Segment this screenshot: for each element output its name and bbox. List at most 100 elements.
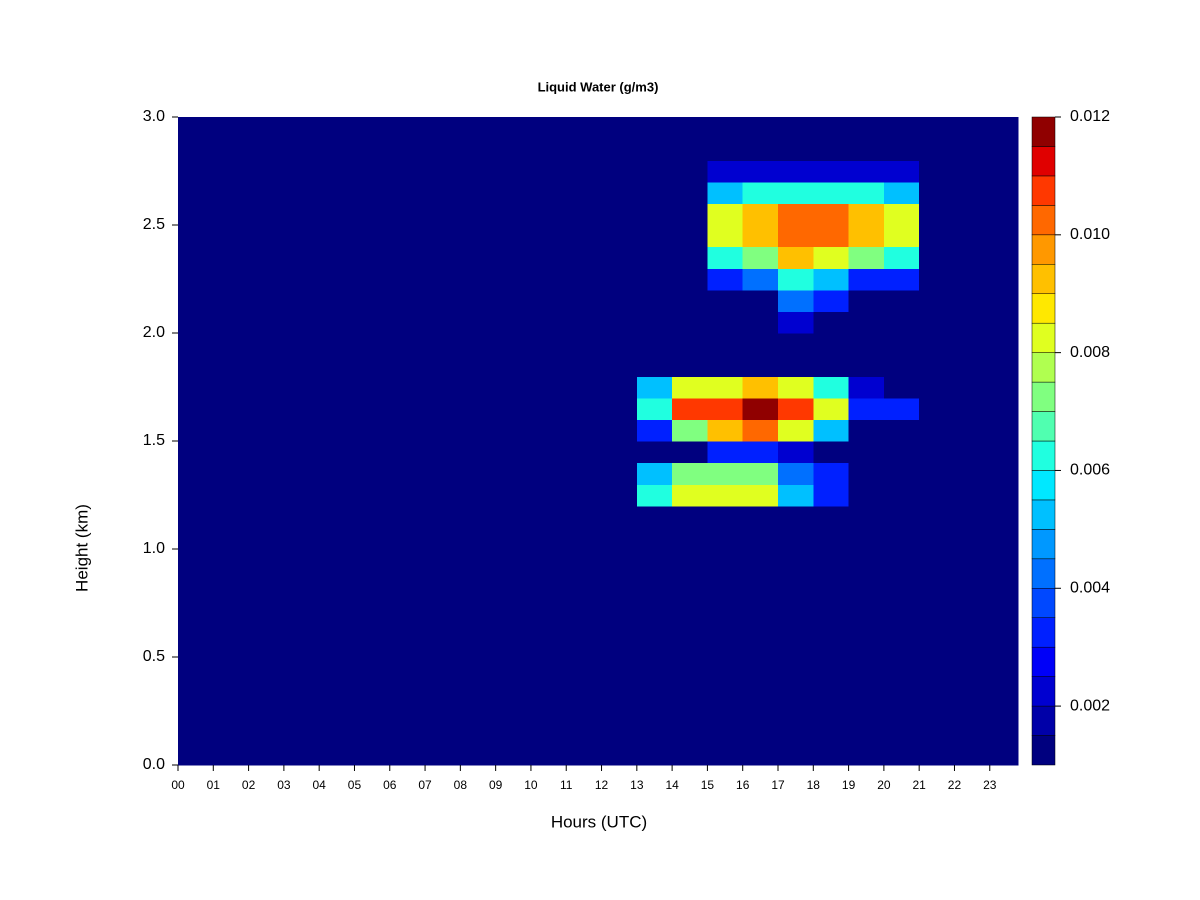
heatmap-cell [178, 441, 214, 464]
heatmap-cell [425, 225, 461, 248]
heatmap-cell [601, 678, 638, 701]
heatmap-cell [919, 117, 956, 140]
heatmap-cell [883, 549, 920, 572]
heatmap-cell [460, 721, 497, 744]
heatmap-cell [778, 592, 814, 615]
heatmap-cell [425, 419, 461, 442]
colorbar-tick-label: 0.004 [1070, 579, 1110, 596]
heatmap-cell [848, 246, 885, 269]
heatmap-cell [636, 138, 673, 161]
heatmap-cell [672, 160, 709, 183]
heatmap-cell [883, 246, 920, 269]
heatmap-cell [178, 549, 214, 572]
heatmap-cell [389, 160, 426, 183]
heatmap-cell [989, 117, 1019, 140]
colorbar-swatch [1031, 234, 1056, 265]
heatmap-cell [601, 333, 638, 356]
heatmap-cell [813, 311, 850, 334]
heatmap-cell [495, 289, 532, 312]
heatmap-cell [530, 462, 567, 485]
heatmap-cell [178, 484, 214, 507]
heatmap-cell [178, 527, 214, 550]
heatmap-cell [813, 246, 850, 269]
heatmap-cell [495, 246, 532, 269]
heatmap-cell [919, 138, 956, 161]
heatmap-cell [283, 484, 320, 507]
heatmap-cell [919, 721, 956, 744]
heatmap-cell [601, 592, 638, 615]
heatmap-cell [460, 635, 497, 658]
heatmap-cell [636, 592, 673, 615]
heatmap-cell [248, 138, 285, 161]
heatmap-cell [283, 138, 320, 161]
heatmap-cell [530, 700, 567, 723]
heatmap-cell [848, 160, 885, 183]
heatmap-cell [530, 721, 567, 744]
heatmap-cell [213, 678, 250, 701]
heatmap-cell [319, 376, 356, 399]
colorbar-swatch [1031, 529, 1056, 560]
heatmap-cell [283, 268, 320, 291]
heatmap-cell [178, 225, 214, 248]
heatmap-cell [954, 700, 991, 723]
heatmap-cell [778, 117, 814, 140]
heatmap-cell [283, 721, 320, 744]
heatmap-cell [601, 397, 638, 420]
heatmap-cell [954, 721, 991, 744]
heatmap-cell [707, 311, 744, 334]
heatmap-cell [495, 311, 532, 334]
heatmap-cell [425, 657, 461, 680]
heatmap-cell [883, 462, 920, 485]
heatmap-cell [248, 268, 285, 291]
heatmap-cell [919, 613, 956, 636]
heatmap-cell [954, 678, 991, 701]
heatmap-cell [566, 354, 603, 377]
heatmap-cell [601, 117, 638, 140]
heatmap-cell [566, 721, 603, 744]
heatmap-cell [389, 635, 426, 658]
heatmap-cell [707, 505, 744, 528]
heatmap-cell [178, 678, 214, 701]
heatmap-cell [954, 181, 991, 204]
heatmap-cell [883, 613, 920, 636]
heatmap-cell [213, 462, 250, 485]
heatmap-cell [319, 592, 356, 615]
heatmap-cell [213, 570, 250, 593]
heatmap-cell [319, 203, 356, 226]
heatmap-cell [354, 462, 391, 485]
heatmap-cell [495, 657, 532, 680]
heatmap-cell [742, 333, 779, 356]
heatmap-cell [319, 527, 356, 550]
heatmap-cell [566, 678, 603, 701]
heatmap-cell [248, 225, 285, 248]
heatmap-cell [707, 376, 744, 399]
colorbar-swatch [1031, 676, 1056, 707]
heatmap-cell [178, 462, 214, 485]
heatmap-cell [919, 743, 956, 766]
heatmap-cell [636, 117, 673, 140]
heatmap-cell [566, 549, 603, 572]
heatmap-cell [778, 225, 814, 248]
heatmap-cell [672, 397, 709, 420]
heatmap-cell [601, 441, 638, 464]
heatmap-cell [742, 678, 779, 701]
heatmap-cell [460, 592, 497, 615]
heatmap-cell [989, 441, 1019, 464]
heatmap-cell [178, 657, 214, 680]
heatmap-cell [213, 397, 250, 420]
heatmap-cell [389, 441, 426, 464]
heatmap-cell [848, 268, 885, 291]
heatmap-cell [919, 181, 956, 204]
heatmap-cell [742, 657, 779, 680]
heatmap-cell [636, 570, 673, 593]
heatmap-cell [566, 441, 603, 464]
heatmap-cell [601, 505, 638, 528]
heatmap-cell [813, 484, 850, 507]
heatmap-cell [954, 570, 991, 593]
y-tick-label: 0.0 [143, 756, 165, 773]
heatmap-cell [178, 311, 214, 334]
heatmap-cell [354, 613, 391, 636]
heatmap-cell [919, 376, 956, 399]
heatmap-cell [883, 160, 920, 183]
heatmap-cell [283, 397, 320, 420]
